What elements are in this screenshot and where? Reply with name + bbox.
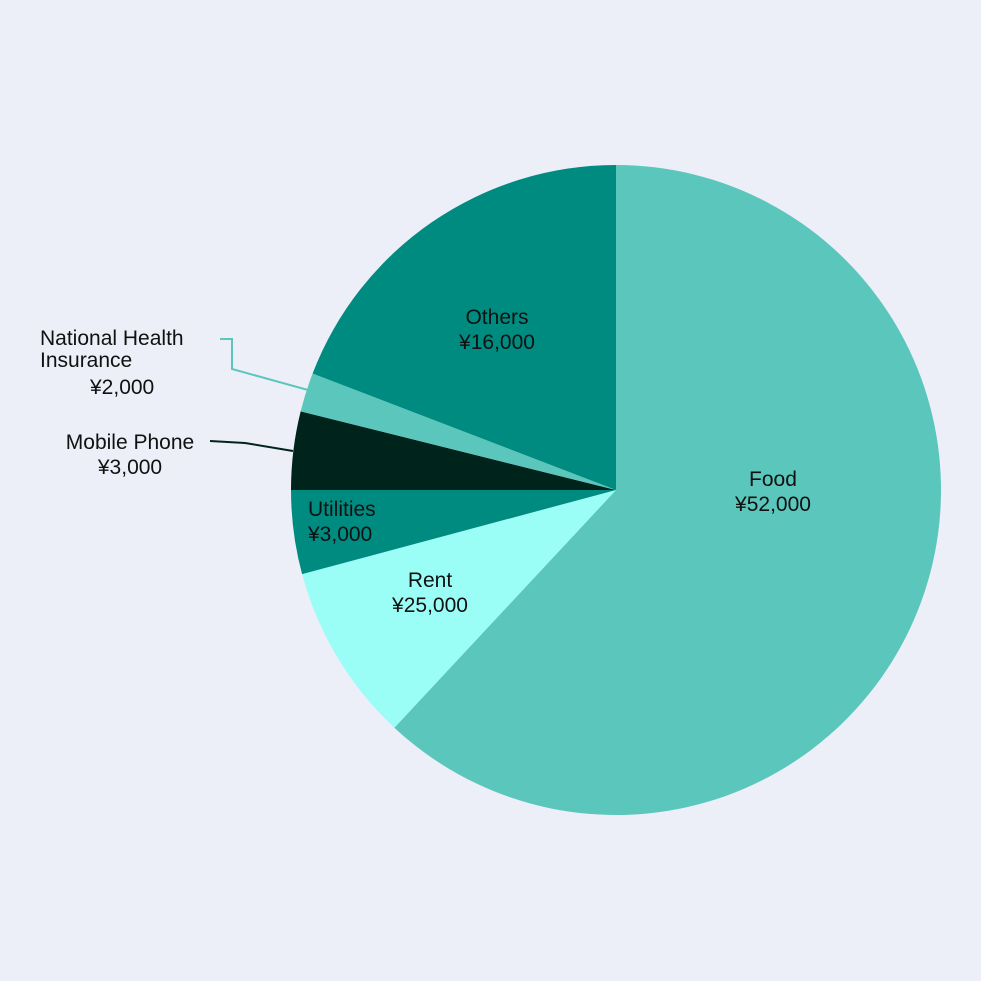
mobile-name: Mobile Phone [65,431,195,454]
others-name: Others [465,306,529,329]
rent-value: ¥25,000 [392,594,468,617]
mobile-value: ¥3,000 [97,456,163,479]
slice-utilities [291,490,616,575]
utilities-name: Utilities [308,498,376,521]
nhi-label: National Health Insurance ¥2,000 [40,326,184,400]
slice-others [312,165,616,490]
slice-food [394,165,942,815]
food-value: ¥52,000 [735,493,811,516]
nhi-leader-line [220,338,309,391]
rent-name: Rent [407,569,453,592]
utilities-label: Utilities ¥3,000 [308,497,376,547]
slice-rent [302,490,616,728]
nhi-name-line1: National Health [40,327,184,350]
rent-label: Rent ¥25,000 [392,568,468,618]
mobile-label: Mobile Phone ¥3,000 [66,430,194,480]
nhi-value: ¥2,000 [90,376,155,399]
others-label: Others ¥16,000 [459,305,535,355]
mobile-leader-line [209,440,294,452]
pie-slices [291,165,942,815]
food-label: Food ¥52,000 [735,467,811,517]
slice-national-health-insurance [300,373,616,490]
others-value: ¥16,000 [459,331,535,354]
food-name: Food [749,468,797,491]
utilities-value: ¥3,000 [308,523,373,546]
nhi-name-line2: Insurance [40,349,133,372]
slice-mobile-phone [291,411,616,490]
